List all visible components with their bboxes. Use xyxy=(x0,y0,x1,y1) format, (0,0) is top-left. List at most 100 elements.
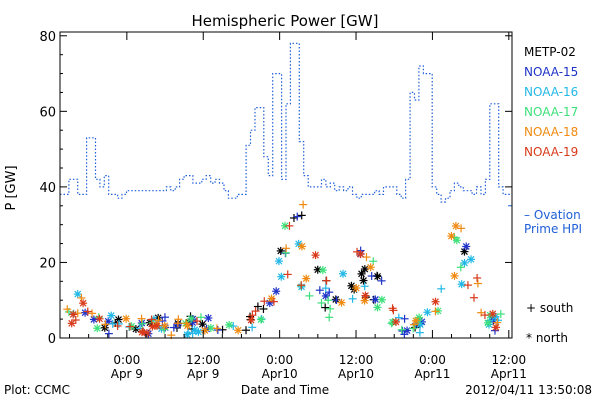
footer-right: 2012/04/11 13:50:08 xyxy=(465,383,592,397)
south-point xyxy=(88,309,97,318)
north-point xyxy=(339,269,348,278)
south-point xyxy=(253,302,262,311)
north-point xyxy=(488,309,497,318)
footer-left: Plot: CCMC xyxy=(4,383,70,397)
ovation-line xyxy=(60,42,512,203)
north-point xyxy=(359,276,368,285)
y-tick-label: 60 xyxy=(39,105,56,120)
legend-entry: NOAA-18 xyxy=(524,125,578,139)
x-tick-label-time: 0:00 xyxy=(419,353,446,367)
north-point xyxy=(148,322,157,331)
south-point xyxy=(463,281,472,290)
south-point xyxy=(297,281,306,290)
north-point xyxy=(190,325,199,334)
north-point xyxy=(371,295,380,304)
x-axis-label: Date and Time xyxy=(241,383,329,397)
south-point xyxy=(213,326,222,335)
south-point xyxy=(415,328,424,337)
south-point xyxy=(496,310,505,319)
south-point xyxy=(299,200,308,209)
south-point xyxy=(325,313,334,322)
north-point xyxy=(107,311,116,320)
south-point xyxy=(138,319,147,328)
south-point xyxy=(437,284,446,293)
south-point xyxy=(321,284,330,293)
y-tick-label: 40 xyxy=(39,181,56,196)
x-tick-label-time: 12:00 xyxy=(339,353,374,367)
x-tick-label-date: Apr 9 xyxy=(111,367,143,381)
ovation-legend-label: Prime HPI xyxy=(524,222,582,236)
north-point xyxy=(460,258,469,267)
south-point xyxy=(212,324,221,333)
south-point xyxy=(397,325,406,334)
south-point xyxy=(126,322,135,331)
south-point xyxy=(456,263,465,272)
ovation-legend-label: – Ovation xyxy=(524,208,581,222)
x-tick-label-date: Apr 9 xyxy=(187,367,219,381)
north-point xyxy=(297,242,306,251)
south-point xyxy=(283,270,292,279)
north-point xyxy=(450,271,459,280)
north-point xyxy=(337,298,346,307)
south-point xyxy=(285,221,294,230)
north-point xyxy=(183,330,192,339)
x-tick-label-date: Apr10 xyxy=(338,367,374,381)
y-tick-label: 80 xyxy=(39,30,56,45)
south-point xyxy=(282,244,291,253)
north-point xyxy=(247,316,256,325)
south-point xyxy=(389,306,398,315)
north-point xyxy=(276,246,285,255)
south-point xyxy=(101,320,110,329)
south-point xyxy=(260,297,269,306)
south-point xyxy=(259,304,268,313)
legend-entry: NOAA-16 xyxy=(524,85,578,99)
south-point xyxy=(242,326,251,335)
north-point xyxy=(302,274,311,283)
south-point xyxy=(305,291,314,300)
south-point xyxy=(297,211,306,220)
north-point xyxy=(204,314,213,323)
south-point xyxy=(409,324,418,333)
south-point xyxy=(353,247,362,256)
north-point xyxy=(361,291,370,300)
x-tick-label-time: 12:00 xyxy=(186,353,221,367)
north-point xyxy=(200,326,209,335)
north-point xyxy=(311,251,320,260)
south-point xyxy=(394,313,403,322)
south-point xyxy=(469,293,478,302)
south-point xyxy=(348,294,357,303)
north-point xyxy=(462,242,471,251)
north-point xyxy=(67,319,76,328)
south-point xyxy=(321,303,330,312)
legend: METP-02 NOAA-15 NOAA-16 NOAA-17 NOAA-18 NOAA-… xyxy=(524,45,582,345)
north-point xyxy=(93,324,102,333)
south-point xyxy=(248,311,257,320)
south-point xyxy=(367,272,376,281)
south-point xyxy=(388,304,397,313)
south-point xyxy=(473,273,482,282)
north-point xyxy=(431,297,440,306)
y-tick-label: 20 xyxy=(39,256,56,271)
north-point xyxy=(391,317,400,326)
south-point xyxy=(400,314,409,323)
marker-legend-north: * north xyxy=(526,331,568,345)
south-point xyxy=(173,319,182,328)
north-point xyxy=(457,280,466,289)
north-point xyxy=(373,303,382,312)
x-tick-label-date: Apr10 xyxy=(262,367,298,381)
north-point xyxy=(318,266,327,275)
south-point xyxy=(248,323,257,332)
south-point xyxy=(193,317,202,326)
south-point xyxy=(377,276,386,285)
north-point xyxy=(274,257,283,266)
legend-entry: METP-02 xyxy=(524,45,576,59)
north-point xyxy=(234,326,243,335)
north-point xyxy=(352,283,361,292)
north-point xyxy=(491,323,500,332)
north-point xyxy=(373,272,382,281)
north-point xyxy=(277,272,286,281)
south-point xyxy=(160,313,169,322)
south-point xyxy=(169,323,178,332)
south-point xyxy=(360,282,369,291)
plot-frame xyxy=(59,31,513,339)
